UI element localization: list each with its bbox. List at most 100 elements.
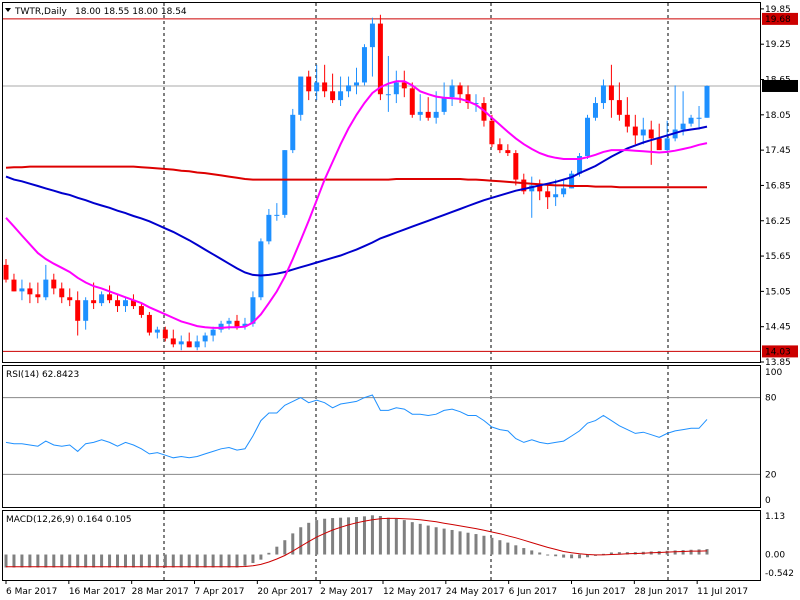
macd-bar xyxy=(251,554,255,564)
candle-body xyxy=(338,91,344,101)
candle-body xyxy=(83,300,89,321)
candle-body xyxy=(592,103,598,118)
candle-body xyxy=(600,85,606,104)
macd-bar xyxy=(163,554,167,568)
macd-bar xyxy=(538,552,542,555)
macd-bar xyxy=(402,520,406,555)
date-tick-label: 7 Apr 2017 xyxy=(195,587,245,597)
candle-body xyxy=(35,294,41,298)
candle-body xyxy=(59,288,65,298)
candle-body xyxy=(553,194,559,198)
ohlc-label: 18.00 18.55 18.00 18.54 xyxy=(75,7,187,17)
macd-bar xyxy=(498,540,502,555)
macd-tick-label: 0.00 xyxy=(765,551,785,561)
rsi-tick-label: 100 xyxy=(765,368,782,378)
macd-bar xyxy=(362,516,366,555)
candle-body xyxy=(521,179,527,192)
candle-body xyxy=(330,91,336,101)
candle-body xyxy=(393,82,399,95)
rsi-line xyxy=(5,394,708,459)
candle-body xyxy=(489,120,495,145)
macd-bar xyxy=(116,554,120,568)
candle-body xyxy=(465,94,471,104)
candle-body xyxy=(91,300,97,304)
symbol-dropdown-icon[interactable] xyxy=(5,8,11,12)
macd-bar xyxy=(323,518,327,555)
candle-body xyxy=(322,82,328,92)
current-price-tag-bg xyxy=(762,79,798,92)
rsi-tick-label: 0 xyxy=(765,496,771,506)
resistance-price-tag: 19.68 xyxy=(765,15,791,25)
macd-bar xyxy=(283,540,287,555)
price-tick-label: 15.65 xyxy=(765,252,791,262)
macd-bar xyxy=(378,516,382,555)
date-tick-label: 20 Apr 2017 xyxy=(257,587,313,597)
rsi-tick-label: 80 xyxy=(765,394,777,404)
macd-bar xyxy=(20,554,24,568)
candle-body xyxy=(354,82,359,86)
price-tick-label: 16.25 xyxy=(765,217,791,227)
macd-bar xyxy=(426,525,430,555)
date-tick-label: 6 Mar 2017 xyxy=(6,587,57,597)
macd-bar xyxy=(28,554,32,568)
macd-bar xyxy=(84,554,88,568)
candle-body xyxy=(346,85,352,92)
date-tick-label: 6 Jun 2017 xyxy=(509,587,557,597)
candle-body xyxy=(632,126,638,136)
macd-bar xyxy=(617,552,621,555)
macd-bar xyxy=(227,554,231,568)
macd-bar xyxy=(418,523,422,555)
macd-signal-line xyxy=(6,517,708,568)
candle-body xyxy=(377,23,383,95)
candle-body xyxy=(242,323,248,327)
candle-body xyxy=(664,138,670,151)
candle-body xyxy=(250,297,256,324)
candle-body xyxy=(122,300,128,307)
candle-body xyxy=(290,114,296,151)
macd-bar xyxy=(60,554,64,568)
symbol-label: TWTR,Daily xyxy=(14,7,67,17)
macd-bar xyxy=(211,554,215,568)
candle-body xyxy=(648,129,654,139)
candle-body xyxy=(545,191,551,198)
price-tick-label: 15.05 xyxy=(765,287,791,297)
macd-bar xyxy=(299,527,303,555)
ma-slow-line xyxy=(5,165,707,189)
price-tick-label: 19.85 xyxy=(765,5,791,15)
macd-tick-label: 1.13 xyxy=(765,512,785,522)
candle-body xyxy=(433,111,439,118)
candle-body xyxy=(107,294,113,301)
macd-bar xyxy=(12,554,16,568)
macd-bar xyxy=(578,554,582,559)
candle-body xyxy=(537,185,543,192)
macd-bar xyxy=(490,537,494,555)
macd-bar xyxy=(394,518,398,555)
candle-body xyxy=(226,320,232,324)
macd-bar xyxy=(554,554,558,557)
macd-bar xyxy=(665,550,669,555)
macd-bar xyxy=(267,552,271,555)
candle-body xyxy=(258,241,264,298)
price-tick-label: 19.25 xyxy=(765,40,791,50)
candle-body xyxy=(274,214,280,216)
candle-body xyxy=(202,335,208,342)
candle-body xyxy=(218,323,224,330)
macd-bar xyxy=(601,553,605,555)
macd-label: MACD(12,26,9) 0.164 0.105 xyxy=(6,515,132,525)
candle-body xyxy=(561,188,567,195)
candle-body xyxy=(616,100,622,115)
price-tick-label: 17.45 xyxy=(765,146,791,156)
candle-body xyxy=(585,117,591,157)
macd-bar xyxy=(68,554,72,568)
macd-bar xyxy=(450,529,454,555)
macd-bar xyxy=(474,534,478,555)
macd-bar xyxy=(562,554,566,558)
date-tick-label: 12 May 2017 xyxy=(383,587,442,597)
candle-body xyxy=(51,279,57,289)
macd-bar xyxy=(466,532,470,555)
macd-bar xyxy=(546,554,550,556)
candle-body xyxy=(75,300,81,321)
rsi-panel[interactable] xyxy=(2,365,761,508)
macd-bar xyxy=(570,554,574,559)
